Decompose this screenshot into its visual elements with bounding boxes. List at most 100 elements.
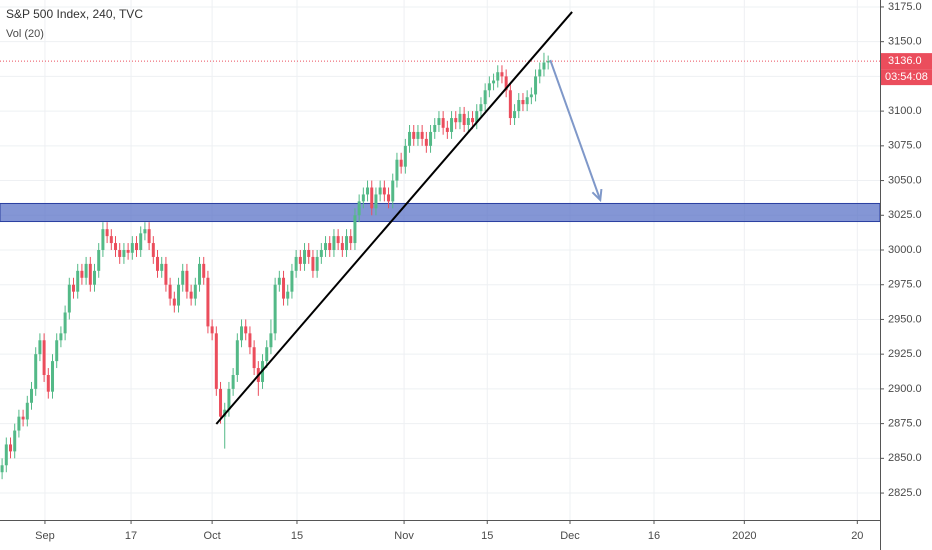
candle-body xyxy=(370,187,374,209)
candle-body xyxy=(114,243,118,250)
candle-body xyxy=(471,118,475,123)
candle-body xyxy=(534,76,538,95)
candle-body xyxy=(30,388,34,403)
last-price-box xyxy=(881,53,932,70)
last-price-label: 3136.0 xyxy=(888,55,922,67)
countdown-box xyxy=(881,69,932,86)
candle-body xyxy=(34,354,38,389)
candle-body xyxy=(206,277,210,327)
candle-body xyxy=(55,340,59,362)
candle-body xyxy=(433,125,437,132)
candle-body xyxy=(67,284,71,313)
candle-body xyxy=(25,402,29,420)
candle-body xyxy=(105,229,109,237)
candle-body xyxy=(332,236,336,250)
candle-body xyxy=(395,159,399,181)
candle-body xyxy=(345,236,349,250)
candle-body xyxy=(147,229,151,244)
candle-body xyxy=(298,256,302,264)
candle-body xyxy=(319,250,323,257)
candle-body xyxy=(97,250,101,271)
candle-body xyxy=(76,270,80,292)
candle-body xyxy=(21,416,25,420)
candle-body xyxy=(437,118,441,125)
candle-body xyxy=(324,243,328,250)
candle-body xyxy=(361,194,365,202)
y-tick-label: 3075.0 xyxy=(888,140,922,152)
candle-body xyxy=(93,270,97,285)
candle-body xyxy=(357,201,361,216)
candle-body xyxy=(244,326,248,334)
x-tick-label: 2020 xyxy=(732,530,756,542)
x-tick-label: 20 xyxy=(851,530,863,542)
candle-body xyxy=(416,131,420,139)
candle-body xyxy=(277,277,281,285)
candle-body xyxy=(181,270,185,285)
candle-body xyxy=(135,243,139,250)
candle-body xyxy=(13,430,17,452)
candle-body xyxy=(475,111,479,123)
candle-body xyxy=(109,236,113,244)
candle-body xyxy=(80,270,84,278)
x-tick-label: Oct xyxy=(204,530,221,542)
candle-body xyxy=(219,388,223,417)
candle-body xyxy=(492,80,496,84)
candle-body xyxy=(315,256,319,271)
indicator-label: Vol (20) xyxy=(6,28,44,40)
candle-body xyxy=(496,72,500,81)
trendline xyxy=(215,11,573,425)
y-tick-label: 2875.0 xyxy=(888,418,922,430)
support-zone xyxy=(0,202,881,223)
candle-body xyxy=(487,83,491,91)
chart-title: S&P 500 Index, 240, TVC xyxy=(6,7,143,21)
candle-body xyxy=(214,333,218,389)
candle-body xyxy=(529,94,533,98)
candle-body xyxy=(454,118,458,123)
candle-body xyxy=(231,375,235,389)
candle-body xyxy=(168,284,172,299)
candle-body xyxy=(59,333,63,341)
candle-body xyxy=(521,100,525,105)
candle-body xyxy=(525,97,529,105)
candle-body xyxy=(227,388,231,410)
candle-body xyxy=(185,270,189,292)
candle-body xyxy=(139,233,143,250)
candle-body xyxy=(193,284,197,299)
x-tick-label: Sep xyxy=(35,530,55,542)
candle-body xyxy=(387,194,391,202)
candle-body xyxy=(500,72,504,77)
candle-body xyxy=(378,187,382,195)
candle-body xyxy=(420,131,424,139)
candle-body xyxy=(508,90,512,119)
y-tick-label: 3100.0 xyxy=(888,105,922,117)
candle-body xyxy=(429,131,433,146)
candle-body xyxy=(424,138,428,146)
candle-body xyxy=(307,250,311,257)
y-tick-label: 2975.0 xyxy=(888,279,922,291)
candle-body xyxy=(382,187,386,195)
candle-body xyxy=(164,263,168,285)
arrow-head xyxy=(591,188,603,203)
candle-body xyxy=(294,256,298,271)
candle-body xyxy=(479,104,483,112)
candle-body xyxy=(101,229,105,250)
y-tick-label: 3000.0 xyxy=(888,244,922,256)
candle-body xyxy=(458,113,462,123)
candle-body xyxy=(72,284,76,292)
candle-body xyxy=(349,236,353,244)
candle-body xyxy=(38,340,42,355)
x-tick-label: Nov xyxy=(394,530,414,542)
y-tick-label: 3025.0 xyxy=(888,209,922,221)
forecast-arrow xyxy=(549,59,602,201)
candle-body xyxy=(366,187,370,195)
candle-body xyxy=(328,243,332,250)
candle-body xyxy=(198,263,202,285)
countdown-label: 03:54:08 xyxy=(885,71,928,83)
candle-body xyxy=(17,416,21,431)
candle-body xyxy=(282,277,286,299)
candle-body xyxy=(235,340,239,375)
candle-body xyxy=(462,113,466,125)
candle-body xyxy=(156,256,160,271)
